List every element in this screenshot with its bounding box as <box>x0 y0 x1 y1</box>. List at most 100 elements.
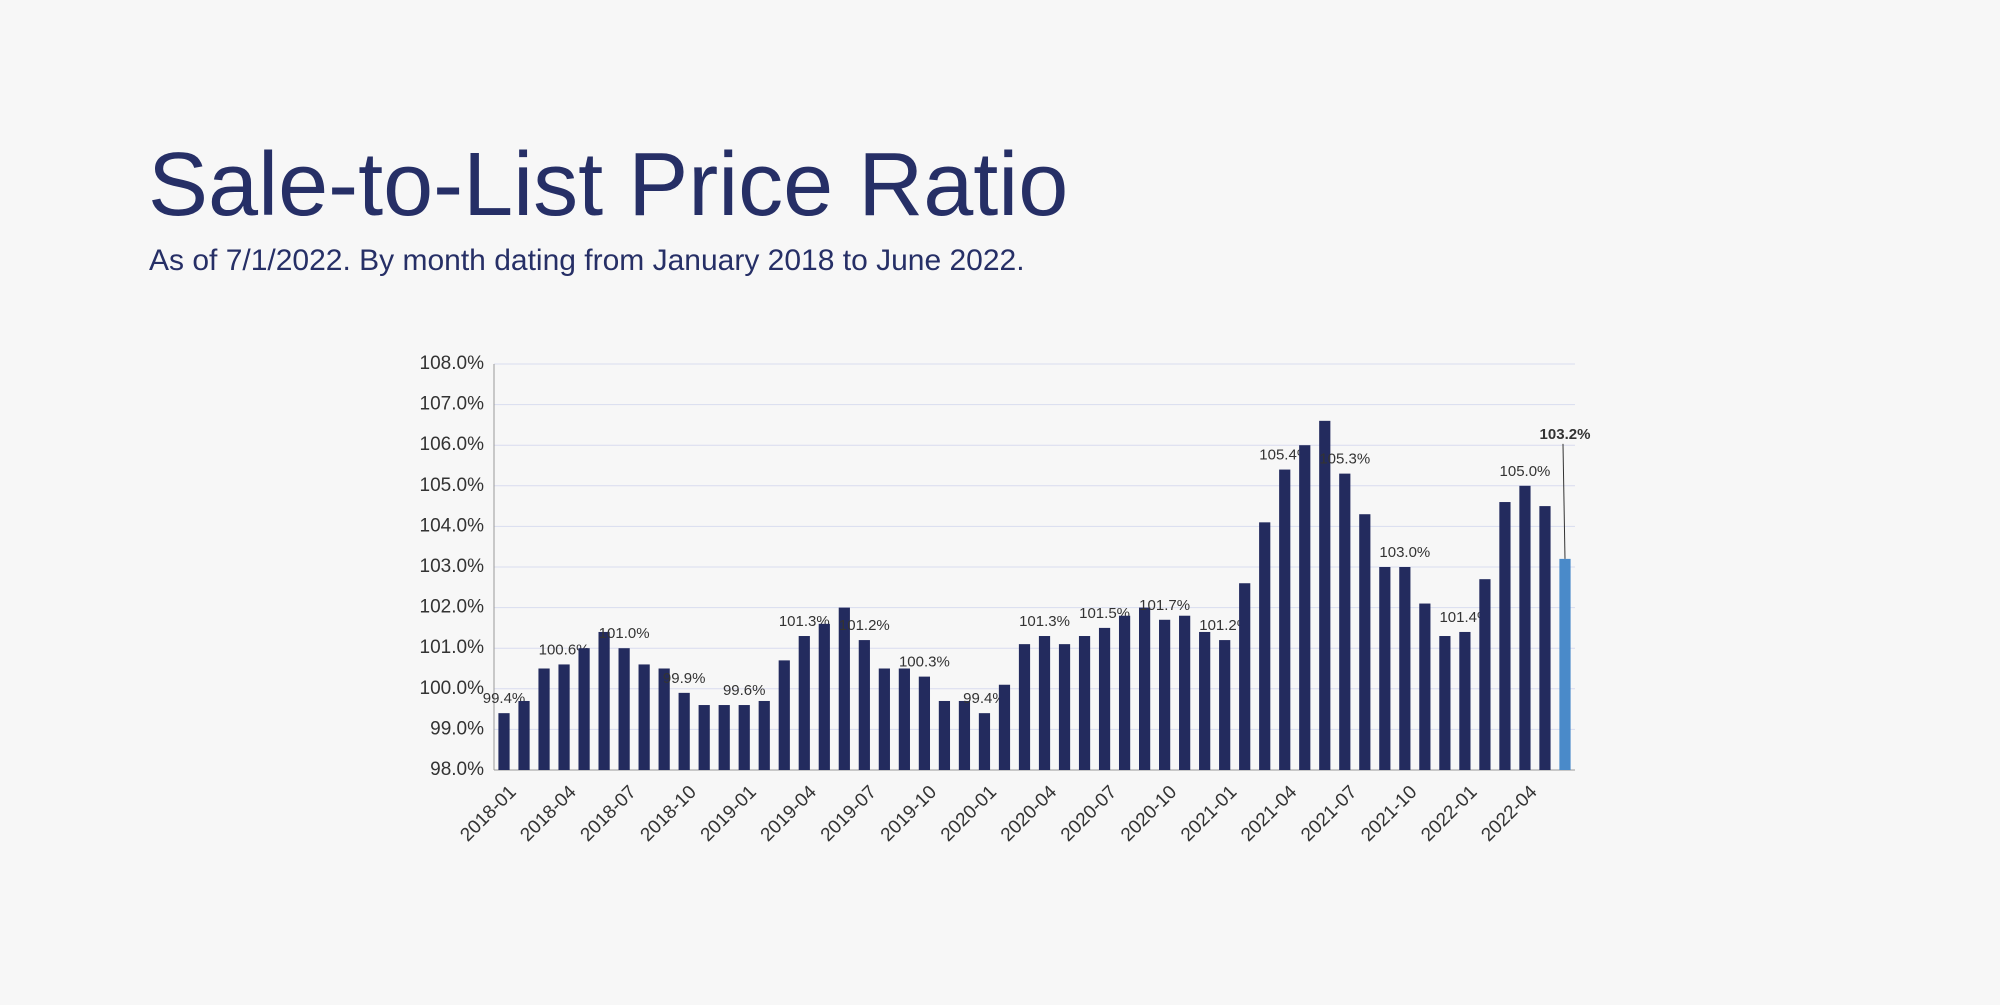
bar <box>1379 567 1391 770</box>
bar <box>778 660 790 770</box>
x-tick-label: 2020-04 <box>997 781 1061 845</box>
bar <box>858 640 870 770</box>
bar <box>998 684 1011 770</box>
bar <box>1339 473 1351 770</box>
bar <box>1499 502 1511 770</box>
bar <box>1058 644 1071 770</box>
bar <box>878 668 890 770</box>
bar <box>1179 615 1191 770</box>
bar <box>818 623 830 770</box>
y-tick-label: 101.0% <box>420 637 485 658</box>
value-label: 101.3% <box>1019 613 1070 630</box>
y-tick-label: 102.0% <box>420 597 485 618</box>
bar <box>1459 631 1471 770</box>
bar <box>1118 615 1131 770</box>
bar <box>718 705 730 770</box>
y-tick-label: 99.0% <box>430 718 484 739</box>
value-label: 99.4% <box>483 690 526 707</box>
x-tick-label: 2018-10 <box>637 782 701 846</box>
y-tick-label: 105.0% <box>420 475 485 496</box>
bar <box>698 705 710 770</box>
y-tick-label: 103.0% <box>420 556 485 577</box>
x-tick-label: 2021-07 <box>1297 782 1361 846</box>
bar <box>638 664 650 770</box>
bar <box>1279 469 1291 770</box>
chart-title: Sale-to-List Price Ratio <box>148 135 1068 235</box>
bar <box>1219 640 1231 770</box>
bar <box>1399 567 1411 770</box>
bar <box>1098 627 1111 770</box>
bar <box>498 713 510 770</box>
value-label: 101.4% <box>1439 609 1490 626</box>
x-tick-label: 2018-04 <box>516 781 580 845</box>
value-label: 105.3% <box>1319 451 1370 468</box>
value-label: 100.3% <box>899 654 950 671</box>
x-tick-label: 2022-01 <box>1417 782 1481 846</box>
bar <box>678 692 690 770</box>
bar <box>938 700 951 770</box>
value-label: 100.6% <box>539 641 590 658</box>
x-tick-label: 2018-07 <box>577 782 641 846</box>
value-label: 103.0% <box>1379 544 1430 561</box>
x-tick-label: 2020-10 <box>1117 782 1181 846</box>
value-label: 99.6% <box>723 682 766 699</box>
bar <box>1439 636 1451 770</box>
bar <box>1359 514 1371 770</box>
bar <box>1299 445 1311 770</box>
value-label: 105.4% <box>1259 447 1310 464</box>
bar <box>578 648 590 770</box>
x-tick-label: 2018-01 <box>456 782 520 846</box>
bar <box>518 700 530 770</box>
value-label: 101.2% <box>1199 617 1250 634</box>
bar <box>1018 644 1031 770</box>
bar <box>1419 603 1431 770</box>
y-tick-label: 108.0% <box>420 353 485 374</box>
x-tick-label: 2020-07 <box>1057 782 1121 846</box>
y-tick-label: 107.0% <box>420 394 485 415</box>
x-tick-label: 2021-10 <box>1357 782 1421 846</box>
x-tick-label: 2019-10 <box>877 782 941 846</box>
x-tick-label: 2019-07 <box>817 782 881 846</box>
bar <box>898 668 910 770</box>
bar <box>958 700 971 770</box>
bar <box>598 631 610 770</box>
x-tick-label: 2021-01 <box>1177 782 1241 846</box>
value-label: 105.0% <box>1500 463 1551 480</box>
value-label: 101.0% <box>599 625 650 642</box>
bar <box>1159 619 1171 770</box>
value-label: 101.3% <box>779 613 830 630</box>
value-label: 101.5% <box>1079 605 1130 622</box>
bar <box>738 705 750 770</box>
y-tick-label: 106.0% <box>420 434 485 455</box>
bar <box>1519 485 1531 770</box>
bar <box>1479 579 1491 770</box>
y-tick-label: 100.0% <box>420 678 485 699</box>
bar <box>1319 420 1331 770</box>
value-label: 99.9% <box>663 670 706 687</box>
bar <box>838 607 850 770</box>
x-tick-label: 2019-04 <box>757 781 821 845</box>
bar <box>1239 583 1251 770</box>
leader-line <box>1562 443 1566 559</box>
bar <box>1078 636 1091 770</box>
bar <box>658 668 670 770</box>
value-label: 101.7% <box>1139 597 1190 614</box>
chart-subtitle: As of 7/1/2022. By month dating from Jan… <box>149 244 1025 277</box>
bar <box>1539 506 1551 770</box>
value-label: 101.2% <box>839 617 890 634</box>
bar <box>558 664 570 770</box>
value-label: 103.2% <box>1540 426 1591 443</box>
bar <box>798 636 810 770</box>
y-tick-label: 98.0% <box>430 759 484 780</box>
x-tick-label: 2020-01 <box>937 782 1001 846</box>
bar <box>1259 522 1271 770</box>
bar <box>1199 631 1211 770</box>
x-tick-label: 2019-01 <box>697 782 761 846</box>
bar <box>758 700 770 770</box>
bar <box>1559 558 1571 770</box>
bar <box>1138 607 1151 770</box>
y-tick-label: 104.0% <box>420 515 485 536</box>
bar <box>918 676 931 770</box>
